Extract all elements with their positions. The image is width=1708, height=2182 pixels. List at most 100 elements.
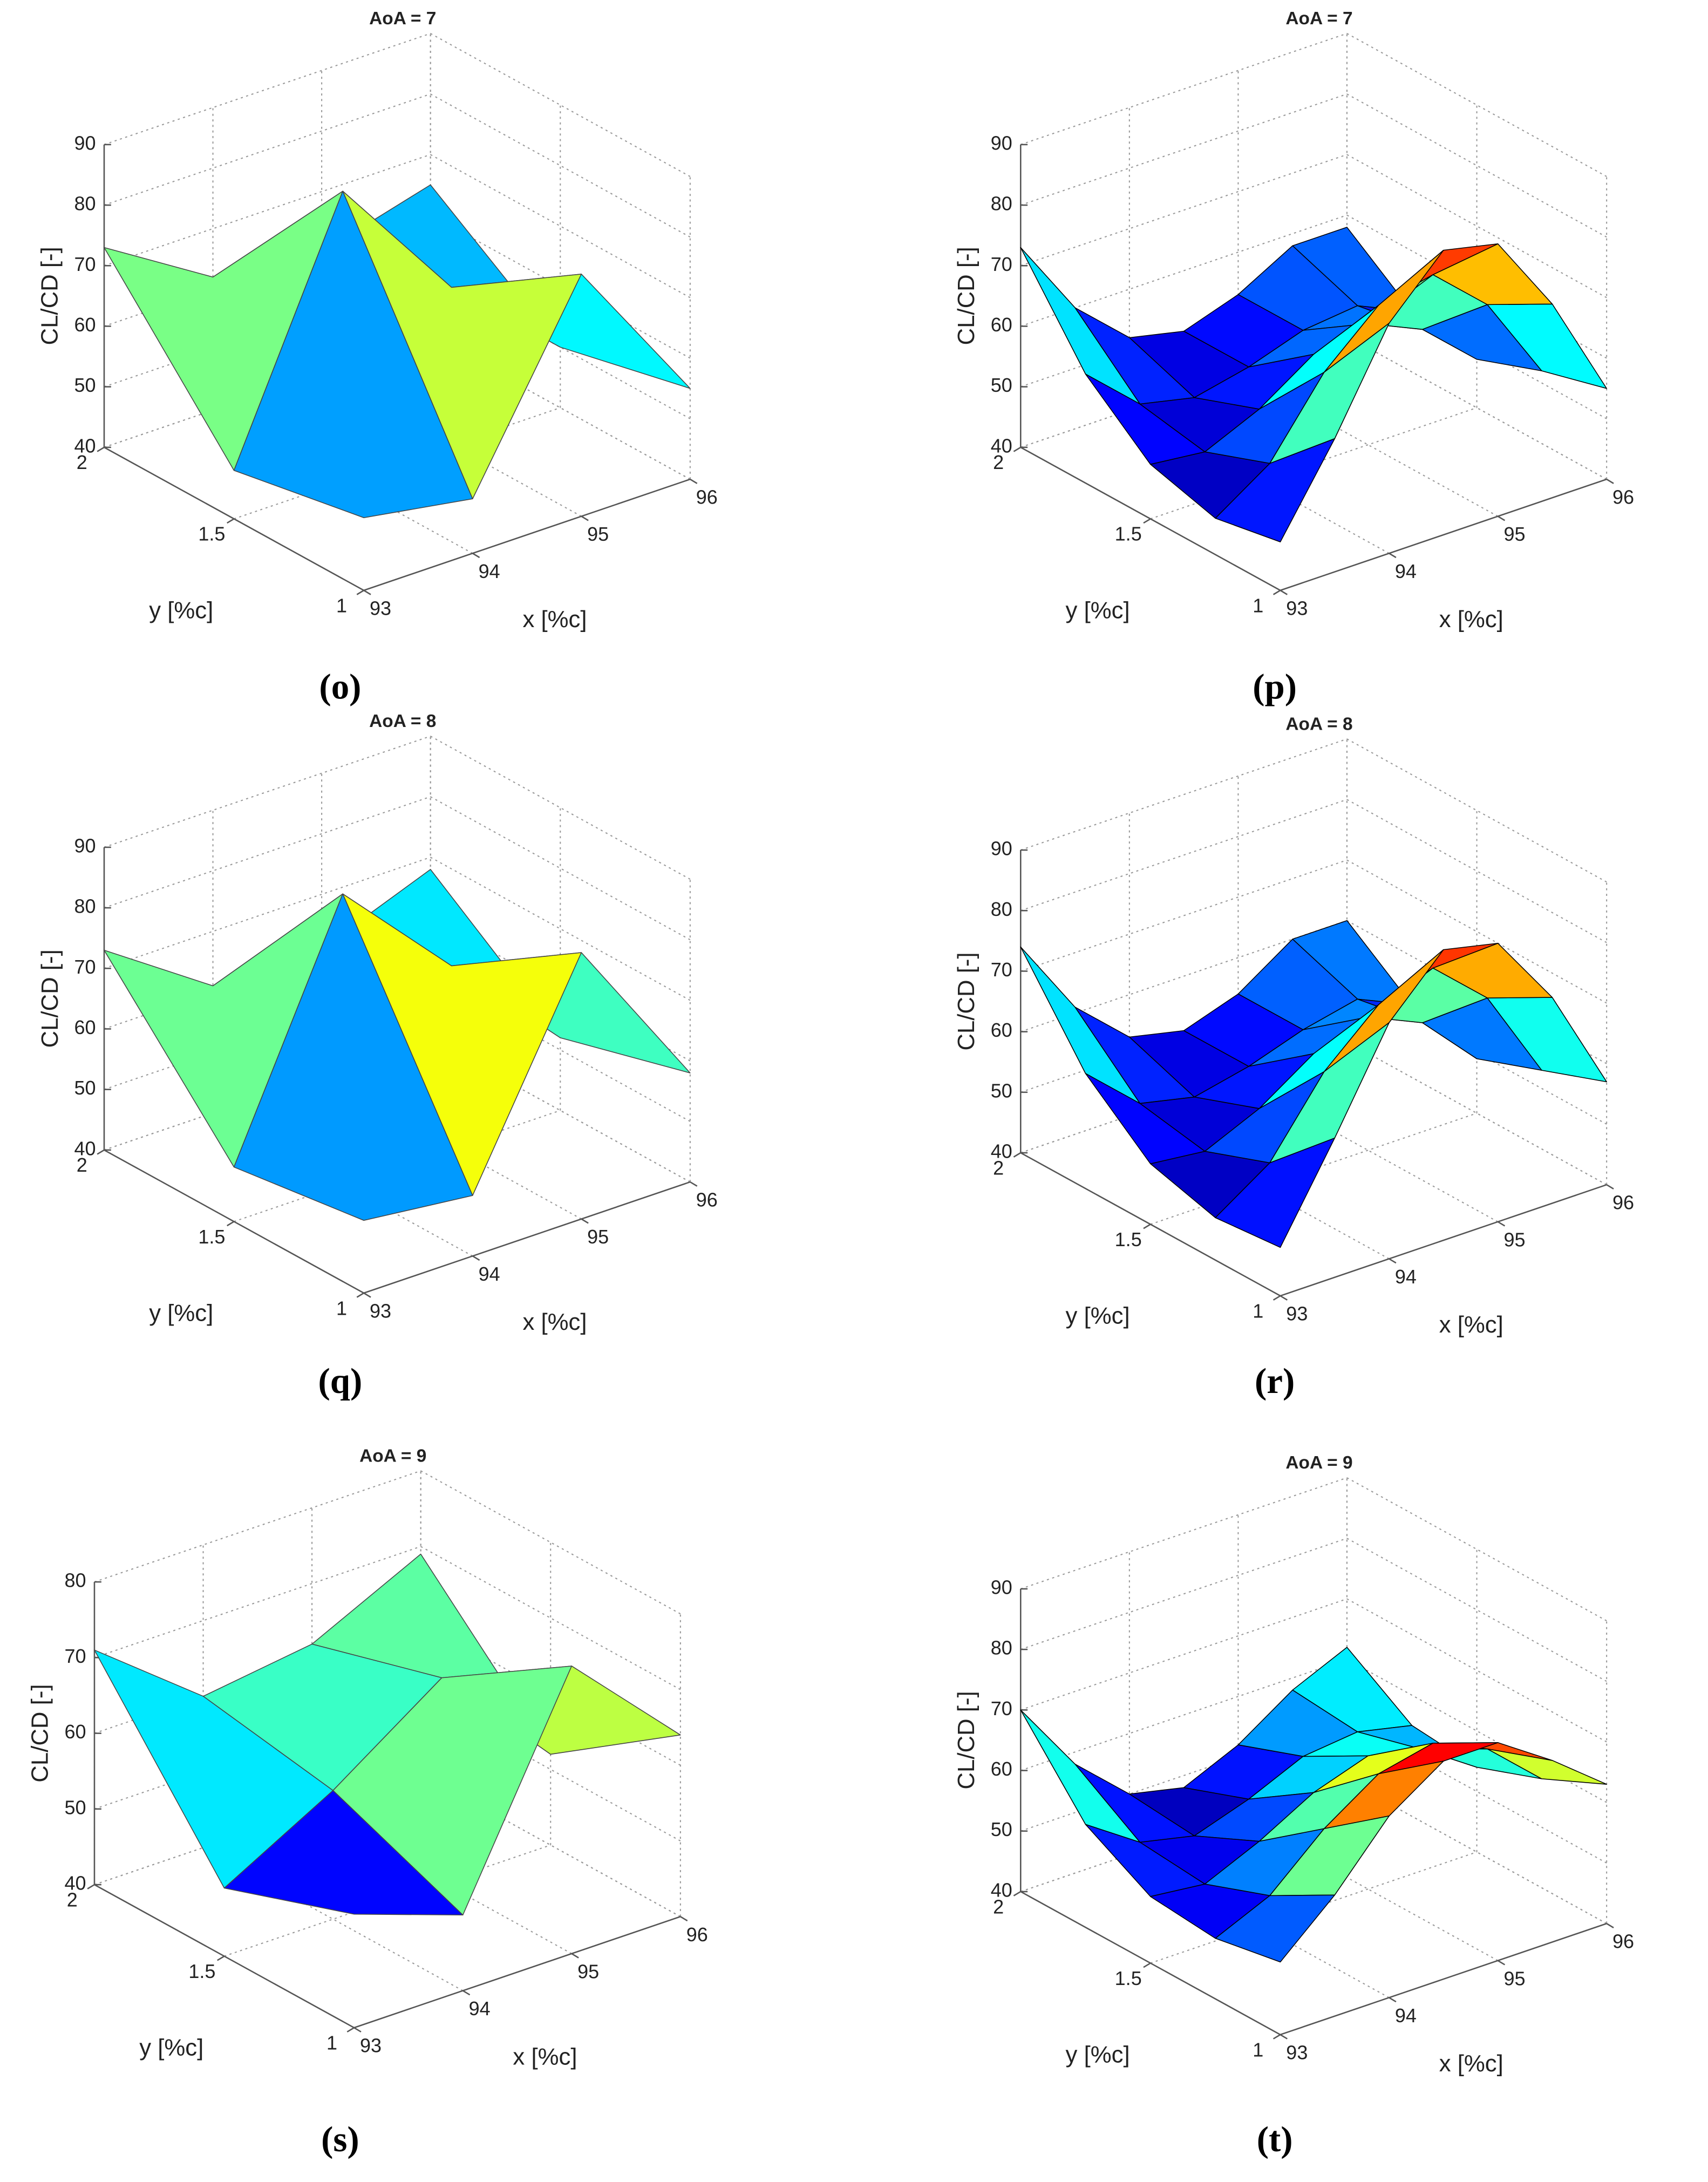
x-tick-label: 96 <box>1612 1931 1634 1953</box>
tick-mark <box>1273 589 1281 595</box>
y-axis-label: y [%c] <box>1066 1302 1130 1329</box>
tick-mark <box>1389 1258 1397 1264</box>
y-tick-label: 1.5 <box>1115 523 1142 545</box>
tick-mark <box>1389 553 1397 559</box>
grid-line <box>1020 1658 1348 1771</box>
tick-mark <box>1497 515 1506 521</box>
panel-label: (t) <box>1257 2119 1293 2159</box>
x-axis-label: x [%c] <box>1439 2050 1503 2077</box>
surface-face <box>1215 1894 1336 1963</box>
tick-mark <box>571 1953 579 1959</box>
z-tick-label: 80 <box>991 898 1012 920</box>
axis-line <box>1280 1184 1607 1297</box>
y-tick-label: 1 <box>1253 1300 1263 1322</box>
tick-mark <box>1143 1223 1151 1229</box>
tick-mark <box>227 518 235 524</box>
grid-line <box>1020 738 1348 851</box>
tick-mark <box>227 1221 235 1227</box>
grid-line <box>1020 93 1348 206</box>
tick-mark <box>1013 446 1021 452</box>
axis-line <box>353 1916 681 2029</box>
y-tick-label: 2 <box>993 1895 1004 1918</box>
surface-face <box>1215 1137 1336 1248</box>
x-tick-label: 95 <box>1503 1228 1525 1250</box>
x-tick-label: 93 <box>1286 2042 1308 2064</box>
axis-line <box>1020 446 1281 591</box>
y-tick-label: 1 <box>326 2031 337 2054</box>
z-tick-label: 60 <box>64 1721 86 1743</box>
x-tick-label: 93 <box>1286 597 1308 619</box>
tick-mark <box>217 1955 225 1961</box>
x-tick-label: 94 <box>479 560 500 582</box>
tick-mark <box>1389 1997 1397 2003</box>
grid-line <box>1020 33 1348 145</box>
z-tick-label: 60 <box>991 314 1012 336</box>
y-tick-label: 2 <box>993 1157 1004 1179</box>
z-tick-label: 80 <box>74 895 96 917</box>
grid-line <box>104 796 431 909</box>
tick-mark <box>1606 478 1614 484</box>
grid-line <box>104 736 431 848</box>
z-tick-label: 80 <box>74 193 96 215</box>
z-tick-label: 50 <box>74 374 96 396</box>
x-tick-label: 94 <box>479 1263 500 1285</box>
x-axis-label: x [%c] <box>1439 1311 1503 1338</box>
y-tick-label: 1 <box>336 594 347 616</box>
z-tick-label: 70 <box>991 959 1012 981</box>
z-tick-label: 40 <box>991 1140 1012 1163</box>
z-tick-label: 50 <box>64 1796 86 1818</box>
grid-line <box>104 33 431 145</box>
z-tick-label: 90 <box>74 834 96 857</box>
x-tick-label: 95 <box>587 523 609 545</box>
z-tick-label: 60 <box>74 1016 96 1038</box>
tick-mark <box>356 589 364 595</box>
x-axis-label: x [%c] <box>513 2043 577 2070</box>
chart-title: AoA = 7 <box>1285 9 1352 29</box>
tick-mark <box>87 1884 95 1889</box>
y-axis-label: y [%c] <box>149 597 213 623</box>
y-axis-label: y [%c] <box>149 1300 213 1326</box>
tick-mark <box>472 1255 480 1261</box>
y-tick-label: 2 <box>77 1154 87 1176</box>
grid-line <box>1020 1598 1348 1711</box>
tick-mark <box>363 1292 371 1298</box>
axis-line <box>363 1181 691 1294</box>
tick-mark <box>1606 1923 1614 1928</box>
z-axis-label: CL/CD [-] <box>953 952 979 1050</box>
tick-mark <box>1497 1221 1506 1227</box>
z-tick-label: 70 <box>64 1645 86 1667</box>
grid-line <box>1020 799 1348 912</box>
grid-line <box>94 1546 421 1658</box>
z-tick-label: 90 <box>74 132 96 154</box>
tick-mark <box>1013 1891 1021 1896</box>
y-axis-label: y [%c] <box>1066 597 1130 623</box>
axis-line <box>104 1149 364 1294</box>
x-tick-label: 96 <box>696 486 718 508</box>
z-tick-label: 50 <box>991 1818 1012 1840</box>
grid-line <box>94 1470 421 1583</box>
tick-mark <box>97 446 105 452</box>
z-tick-label: 70 <box>74 253 96 275</box>
y-tick-label: 1 <box>336 1297 347 1319</box>
chart-title: AoA = 8 <box>1285 714 1352 734</box>
x-axis-label: x [%c] <box>522 606 587 633</box>
tick-mark <box>1606 1184 1614 1190</box>
tick-mark <box>1280 1295 1288 1301</box>
x-tick-label: 95 <box>577 1960 599 1982</box>
y-axis-label: y [%c] <box>1066 2041 1130 2068</box>
z-tick-label: 70 <box>991 253 1012 275</box>
axis-line <box>1280 478 1607 592</box>
surface-face <box>223 1790 464 1916</box>
surface-plot: AoA = 7 (o) 93 94 95 96 1 1.5 240 50 60 70 80 90 x [%c… <box>37 9 718 706</box>
x-axis-label: x [%c] <box>522 1309 587 1335</box>
tick-mark <box>581 1218 589 1224</box>
y-axis-label: y [%c] <box>139 2035 203 2061</box>
surface-face <box>233 893 473 1221</box>
chart-title: AoA = 9 <box>1285 1453 1352 1473</box>
surface-plot: AoA = 9 (t) 93 94 95 96 1 1.5 240 50 60 70 80 90 x [%c… <box>953 1453 1634 2159</box>
z-tick-label: 40 <box>991 1879 1012 1901</box>
grid-line <box>1020 859 1348 972</box>
tick-mark <box>346 2027 355 2033</box>
grid-line <box>104 154 431 267</box>
tick-mark <box>356 1292 364 1298</box>
